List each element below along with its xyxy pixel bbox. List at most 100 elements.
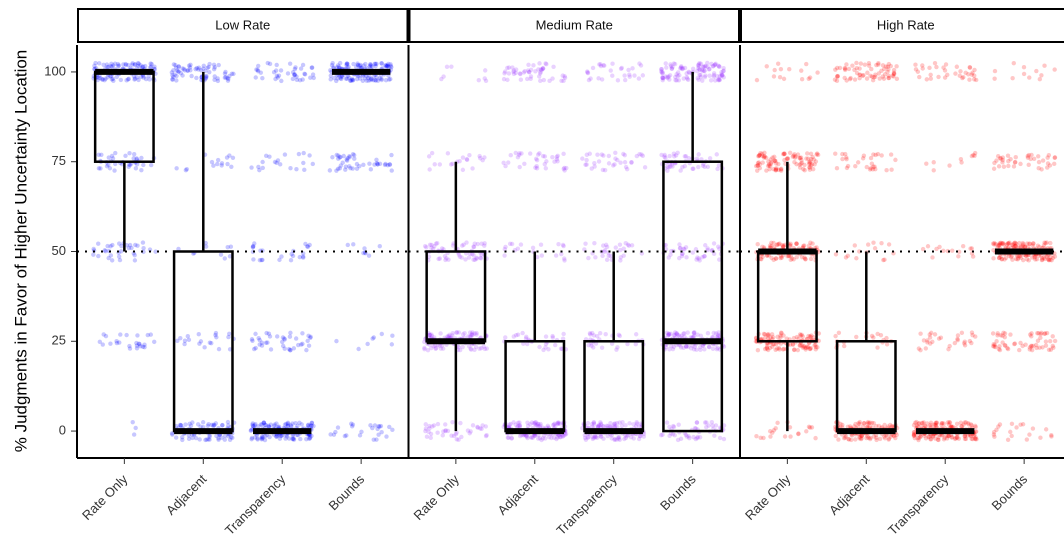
jitter-point	[506, 71, 512, 76]
jitter-point	[347, 154, 352, 159]
jitter-point	[945, 72, 950, 78]
jitter-point	[374, 74, 379, 80]
jitter-point	[186, 63, 192, 68]
jitter-point	[334, 338, 339, 344]
jitter-point	[888, 152, 894, 157]
jitter-point	[350, 77, 356, 83]
jitter-point	[186, 436, 192, 442]
jitter-point	[389, 152, 394, 158]
jitter-point	[118, 249, 124, 254]
jitter-point	[515, 246, 520, 251]
jitter-point	[346, 75, 352, 80]
jitter-point	[263, 422, 269, 428]
jitter-point	[782, 157, 787, 163]
jitter-point	[509, 241, 515, 247]
point-cluster	[91, 240, 158, 263]
jitter-point	[603, 332, 608, 337]
jitter-point	[534, 422, 539, 428]
jitter-point	[123, 153, 128, 159]
jitter-point	[173, 435, 179, 440]
facet-strip	[77, 8, 409, 43]
jitter-point	[275, 433, 280, 438]
jitter-point	[868, 155, 874, 161]
jitter-point	[389, 168, 394, 173]
jitter-point	[257, 257, 263, 263]
jitter-point	[884, 342, 890, 347]
point-cluster	[833, 151, 898, 173]
jitter-point	[306, 422, 311, 428]
jitter-point	[790, 342, 796, 348]
jitter-point	[282, 152, 288, 157]
jitter-point	[872, 164, 877, 169]
jitter-point	[215, 157, 221, 163]
jitter-point	[700, 78, 705, 83]
jitter-point	[363, 61, 368, 67]
jitter-point	[675, 150, 680, 156]
jitter-point	[893, 157, 898, 163]
jitter-point	[562, 165, 567, 171]
jitter-point	[377, 243, 382, 249]
jitter-point	[352, 156, 357, 161]
jitter-point	[526, 69, 532, 75]
jitter-point	[180, 435, 185, 440]
jitter-point	[465, 428, 471, 433]
jitter-point	[228, 435, 234, 440]
jitter-point	[677, 242, 682, 247]
jitter-point	[216, 436, 221, 441]
jitter-point	[253, 75, 258, 80]
jitter-point	[449, 64, 454, 69]
jitter-point	[440, 433, 445, 438]
jitter-point	[543, 166, 549, 171]
jitter-point	[123, 61, 128, 67]
jitter-point	[449, 433, 454, 438]
x-tick-label: Adjacent	[163, 471, 210, 518]
jitter-point	[118, 77, 124, 83]
jitter-point	[721, 436, 727, 442]
jitter-point	[536, 421, 541, 427]
jitter-point	[338, 154, 343, 160]
jitter-point	[533, 165, 538, 170]
jitter-point	[1017, 347, 1022, 353]
jitter-point	[262, 437, 268, 443]
jitter-point	[252, 241, 257, 246]
jitter-point	[379, 430, 384, 435]
jitter-point	[331, 75, 337, 81]
jitter-point	[889, 167, 894, 172]
jitter-point	[297, 78, 303, 83]
jitter-point	[534, 163, 539, 169]
jitter-point	[345, 61, 350, 67]
jitter-point	[538, 421, 543, 427]
jitter-point	[129, 245, 134, 251]
jitter-point	[535, 254, 540, 260]
jitter-point	[551, 435, 557, 441]
jitter-point	[96, 253, 101, 259]
jitter-point	[357, 433, 363, 438]
jitter-point	[528, 74, 534, 79]
jitter-point	[142, 344, 147, 350]
jitter-point	[506, 435, 511, 440]
jitter-point	[469, 331, 475, 337]
jitter-point	[537, 71, 543, 76]
jitter-point	[443, 257, 448, 263]
jitter-point	[252, 346, 257, 352]
jitter-point	[204, 437, 209, 442]
jitter-point	[385, 64, 390, 69]
jitter-point	[967, 77, 972, 82]
jitter-point	[933, 420, 938, 426]
jitter-point	[147, 77, 152, 82]
jitter-point	[377, 161, 383, 167]
jitter-point	[274, 434, 279, 439]
jitter-point	[119, 243, 124, 249]
jitter-point	[285, 421, 291, 426]
jitter-point	[968, 422, 974, 427]
jitter-point	[996, 424, 1001, 429]
point-cluster	[345, 242, 382, 258]
jitter-point	[334, 78, 339, 84]
x-tick-label: Bounds	[657, 471, 699, 513]
jitter-point	[287, 347, 293, 353]
jitter-point	[266, 331, 272, 336]
jitter-point	[513, 150, 518, 156]
jitter-point	[359, 65, 364, 70]
jitter-point	[536, 436, 541, 441]
jitter-point	[260, 257, 265, 263]
